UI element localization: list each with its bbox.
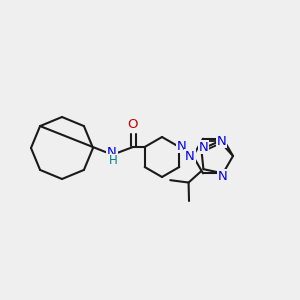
- Text: N: N: [107, 146, 117, 160]
- Text: N: N: [217, 135, 226, 148]
- Text: O: O: [128, 118, 138, 130]
- Text: H: H: [109, 154, 117, 167]
- Text: N: N: [176, 140, 186, 152]
- Text: N: N: [199, 141, 208, 154]
- Text: N: N: [218, 170, 228, 183]
- Text: N: N: [185, 149, 195, 163]
